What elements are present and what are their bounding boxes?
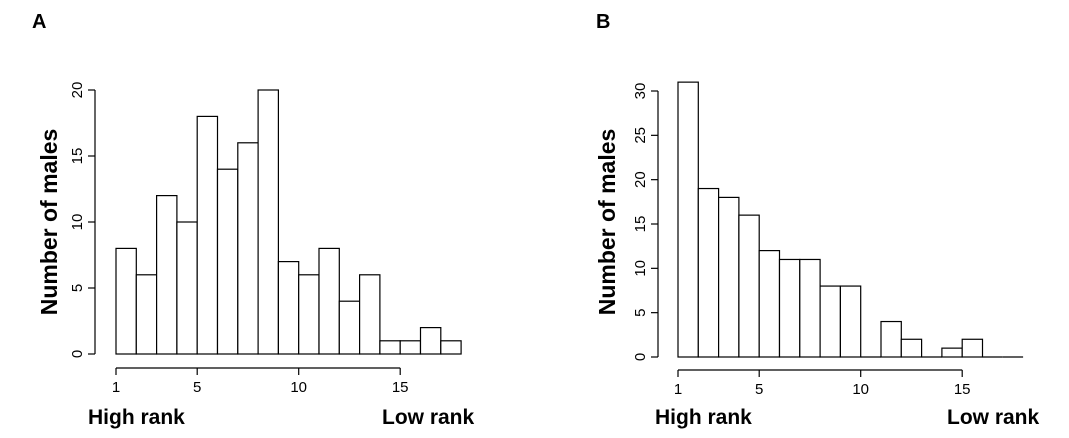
panel-b-y-tick-label: 30 <box>632 83 649 100</box>
panel-b-y-tick-label: 10 <box>632 260 649 277</box>
panel-b-bar <box>717 196 740 358</box>
panel-b-bars <box>677 81 1024 358</box>
panel-a-bar <box>156 195 178 355</box>
panel-a-x-tick-label: 5 <box>193 379 201 396</box>
panel-b-y-axis: 0 5 10 15 20 25 30 <box>632 83 659 361</box>
panel-b-y-tick-label: 20 <box>632 171 649 188</box>
panel-b-bar <box>839 285 862 358</box>
panel-b-bar <box>677 81 699 358</box>
panel-a-bar <box>176 221 198 355</box>
panel-a-x-axis: 1 5 10 15 <box>112 367 409 396</box>
panel-b-label: B <box>596 11 610 33</box>
panel-b-x-tick-label: 15 <box>954 381 971 398</box>
panel-b-bar <box>880 320 902 358</box>
panel-a-y-axis-label: Number of males <box>36 129 62 316</box>
panel-b-bar <box>738 214 760 358</box>
panel-a-bar <box>115 247 137 355</box>
panel-b-y-tick-label: 25 <box>632 127 649 144</box>
panel-a-y-axis: 0 5 10 15 20 <box>69 82 96 358</box>
panel-a-high-rank-label: High rank <box>88 406 185 429</box>
panel-a-bar <box>298 274 320 355</box>
panel-a-x-tick-label: 15 <box>392 379 409 396</box>
panel-a-bar <box>196 115 219 355</box>
panel-b-bar <box>819 285 841 358</box>
panel-b-high-rank-label: High rank <box>655 406 752 429</box>
panel-a-y-tick-label: 20 <box>69 82 86 99</box>
panel-b-bar <box>697 187 720 358</box>
panel-a-bar <box>399 340 422 355</box>
panel-a-y-tick-label: 0 <box>69 350 86 358</box>
panel-b-y-tick-label: 5 <box>632 308 649 316</box>
panel-b-bar <box>758 250 781 358</box>
panel-a-label: A <box>32 11 46 33</box>
panel-a-y-tick-label: 10 <box>69 214 86 231</box>
panel-a-bar <box>379 340 401 355</box>
panel-b-bar <box>900 338 923 358</box>
panel-a-bar <box>419 327 442 355</box>
panel-b-low-rank-label: Low rank <box>947 406 1040 429</box>
panel-b-bar <box>961 338 984 358</box>
panel-b-y-axis-label: Number of males <box>594 129 620 316</box>
panel-a-bar <box>359 274 381 355</box>
panel-a-low-rank-label: Low rank <box>382 406 475 429</box>
panel-a-x-tick-label: 10 <box>290 379 307 396</box>
panel-b-y-tick-label: 15 <box>632 216 649 233</box>
panel-a-bar <box>135 274 158 355</box>
panel-a-bar <box>318 247 340 355</box>
panel-a-bar <box>257 89 280 355</box>
panel-a-bar <box>237 142 259 355</box>
panel-a-bar <box>277 261 300 355</box>
panel-b-bar <box>941 347 963 358</box>
panel-a-x-tick-label: 1 <box>112 379 120 396</box>
panel-a-bar <box>338 300 361 355</box>
panel-b-x-tick-label: 5 <box>755 381 763 398</box>
panel-a-bar <box>440 340 462 355</box>
panel-a-bar <box>216 168 239 355</box>
panel-b-x-tick-label: 10 <box>852 381 869 398</box>
panel-b-x-axis: 1 5 10 15 <box>674 369 971 398</box>
panel-a-y-tick-label: 5 <box>69 284 86 292</box>
panel-b-x-tick-label: 1 <box>674 381 682 398</box>
panel-b-y-tick-label: 0 <box>632 353 649 361</box>
panel-a-y-tick-label: 15 <box>69 148 86 165</box>
panel-b-bar <box>799 258 821 358</box>
panel-a-bars <box>115 89 462 355</box>
panel-b-bar <box>778 258 801 358</box>
